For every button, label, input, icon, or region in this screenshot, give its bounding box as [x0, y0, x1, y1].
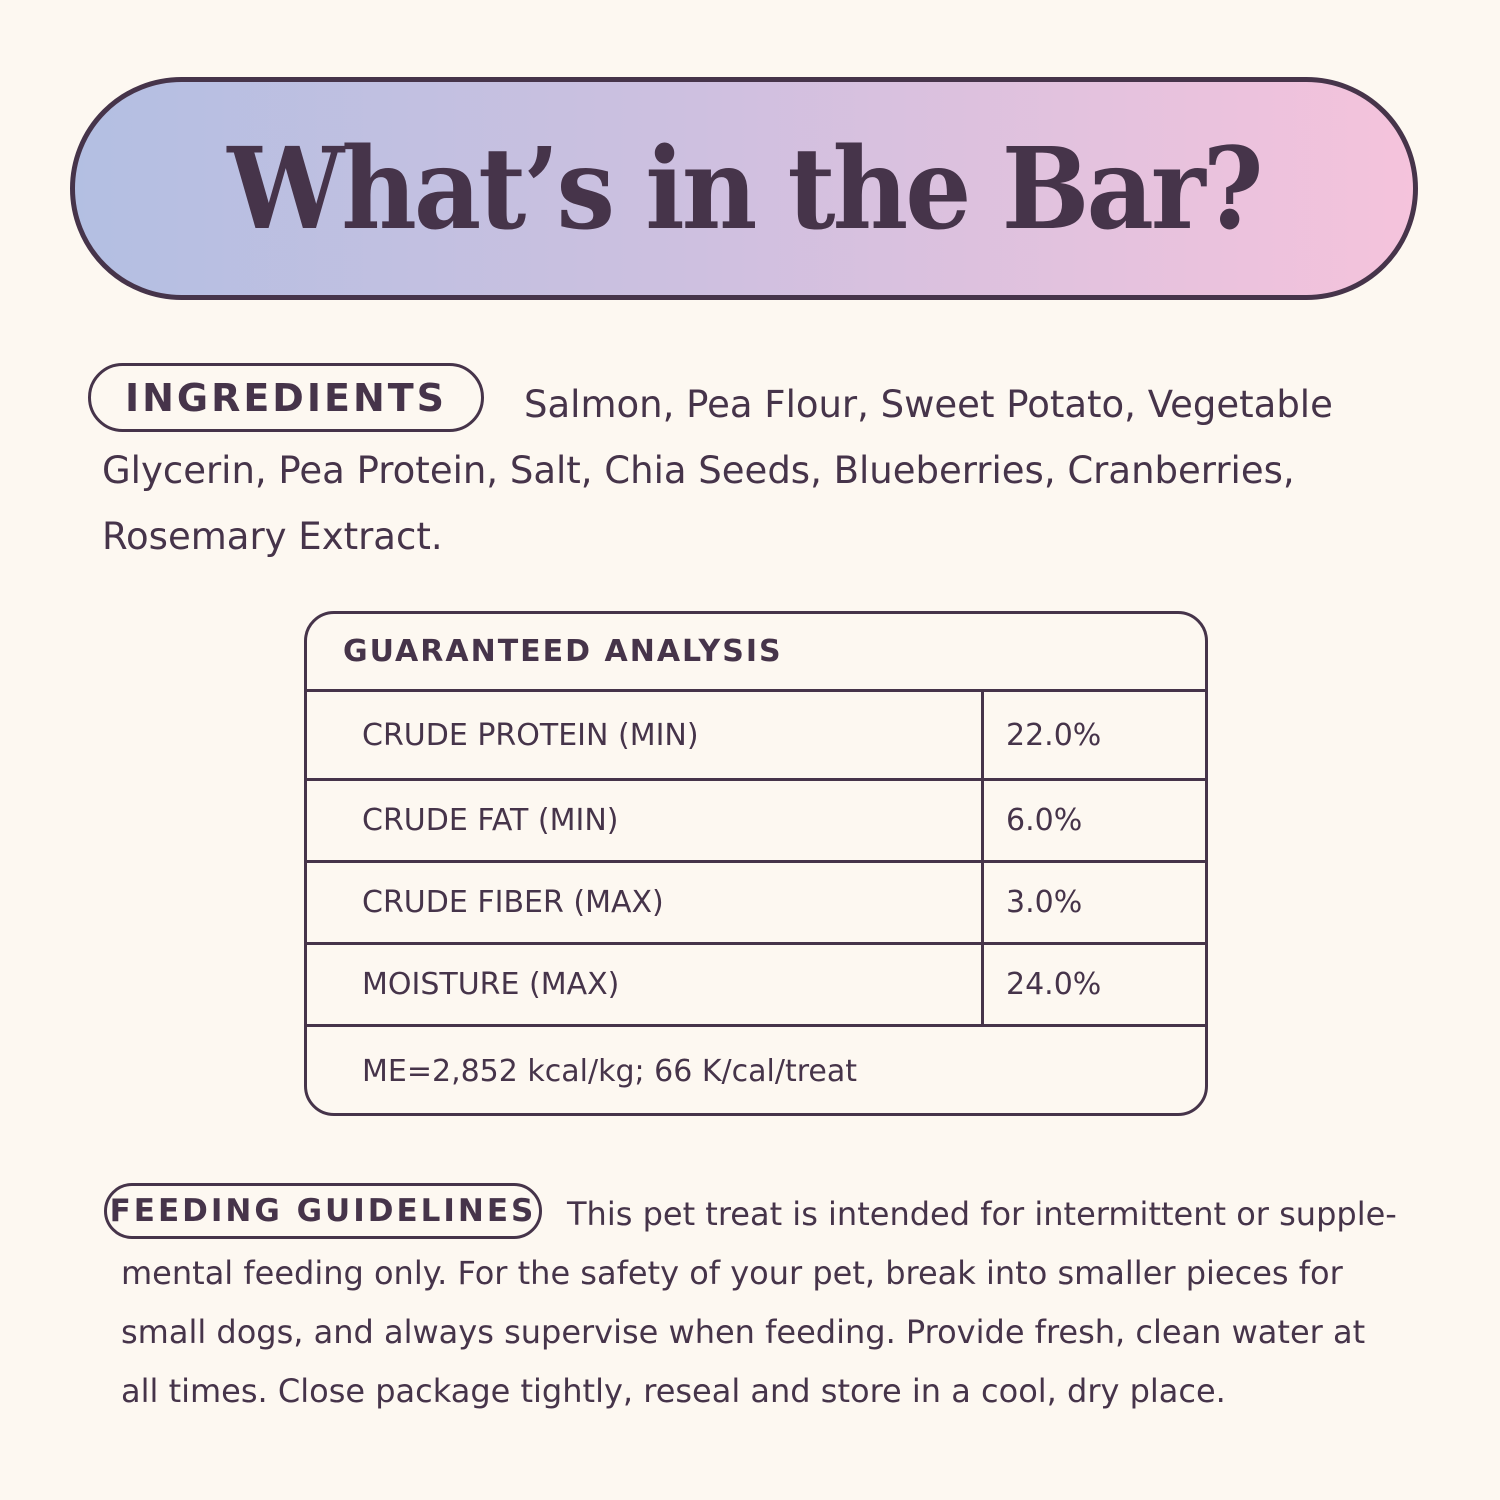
page-title: What’s in the Bar?: [227, 122, 1263, 255]
ingredients-label: INGREDIENTS: [88, 363, 484, 432]
analysis-heading: GUARANTEED ANALYSIS: [307, 614, 1205, 692]
table-row: CRUDE FIBER (MAX) 3.0%: [307, 863, 1205, 945]
energy-footer: ME=2,852 kcal/kg; 66 K/cal/treat: [362, 1053, 857, 1089]
row-value: 24.0%: [1006, 967, 1102, 1002]
ingredients-text: Salmon, Pea Flour, Sweet Potato, Vegetab…: [102, 383, 1333, 558]
row-label: CRUDE FAT (MIN): [307, 781, 984, 860]
guaranteed-analysis-table: GUARANTEED ANALYSIS CRUDE PROTEIN (MIN) …: [304, 611, 1208, 1116]
row-value: 3.0%: [1006, 885, 1083, 920]
row-value: 6.0%: [1006, 803, 1083, 838]
table-row: CRUDE FAT (MIN) 6.0%: [307, 781, 1205, 863]
feeding-guidelines-text: This pet treat is intended for intermitt…: [121, 1195, 1397, 1410]
row-label: MOISTURE (MAX): [307, 945, 984, 1024]
row-label: CRUDE PROTEIN (MIN): [307, 692, 984, 778]
row-value: 22.0%: [1006, 717, 1102, 753]
table-row: MOISTURE (MAX) 24.0%: [307, 945, 1205, 1027]
row-label: CRUDE FIBER (MAX): [307, 863, 984, 942]
title-banner: What’s in the Bar?: [70, 77, 1418, 300]
table-row: CRUDE PROTEIN (MIN) 22.0%: [307, 692, 1205, 781]
feeding-guidelines-label: FEEDING GUIDELINES: [104, 1183, 542, 1239]
